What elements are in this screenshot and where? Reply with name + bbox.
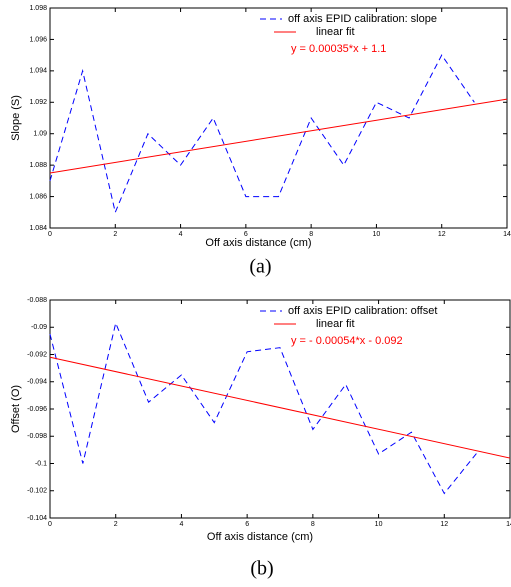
y-tick-label: 1.088: [29, 162, 47, 169]
x-tick-label: 12: [438, 231, 446, 238]
y-tick-label: -0.102: [27, 488, 47, 495]
series-line: [49, 54, 475, 214]
legend-label: off axis EPID calibration: offset: [288, 305, 437, 317]
y-tick-label: 1.09: [33, 131, 47, 138]
x-tick-label: 8: [309, 231, 313, 238]
x-tick-label: 0: [48, 231, 52, 238]
y-tick-label: -0.094: [27, 379, 47, 386]
x-tick-label: 14: [506, 521, 511, 528]
plot-area: [49, 299, 511, 519]
y-tick-label: -0.088: [27, 297, 47, 304]
annotation: y = 0.00035*x + 1.1: [291, 43, 386, 55]
series-line: [49, 356, 511, 459]
y-tick-label: -0.092: [27, 351, 47, 358]
y-tick-label: -0.096: [27, 406, 47, 413]
y-tick-label: 1.094: [29, 68, 47, 75]
x-tick-label: 8: [311, 521, 315, 528]
legend-label: linear fit: [316, 318, 355, 330]
y-tick-label: 1.086: [29, 193, 47, 200]
legend-label: linear fit: [316, 26, 355, 38]
x-tick-label: 2: [114, 521, 118, 528]
annotation: y = - 0.00054*x - 0.092: [291, 335, 403, 347]
x-tick-label: 0: [48, 521, 52, 528]
y-tick-label: 1.098: [29, 5, 47, 12]
x-tick-label: 2: [113, 231, 117, 238]
series-line: [49, 98, 508, 174]
x-tick-label: 6: [244, 231, 248, 238]
x-tick-label: 4: [179, 521, 183, 528]
y-tick-label: -0.104: [27, 515, 47, 522]
x-tick-label: 4: [179, 231, 183, 238]
y-tick-label: 1.092: [29, 99, 47, 106]
caption: (b): [250, 558, 273, 580]
series-line: [49, 321, 478, 495]
x-tick-label: 10: [373, 231, 381, 238]
y-axis-label: Offset (O): [10, 385, 22, 433]
x-tick-label: 10: [375, 521, 383, 528]
x-axis-label: Off axis distance (cm): [205, 237, 311, 249]
x-axis-label: Off axis distance (cm): [207, 531, 313, 543]
y-tick-label: -0.098: [27, 433, 47, 440]
y-tick-label: 1.096: [29, 36, 47, 43]
x-tick-label: 12: [440, 521, 448, 528]
y-tick-label: 1.084: [29, 225, 47, 232]
legend-label: off axis EPID calibration: slope: [288, 13, 437, 25]
caption: (a): [249, 256, 271, 278]
y-axis-label: Slope (S): [10, 95, 22, 141]
x-tick-label: 6: [245, 521, 249, 528]
x-tick-label: 14: [503, 231, 511, 238]
y-tick-label: -0.1: [35, 460, 47, 467]
y-tick-label: -0.09: [31, 324, 47, 331]
plot-area: [49, 7, 508, 229]
